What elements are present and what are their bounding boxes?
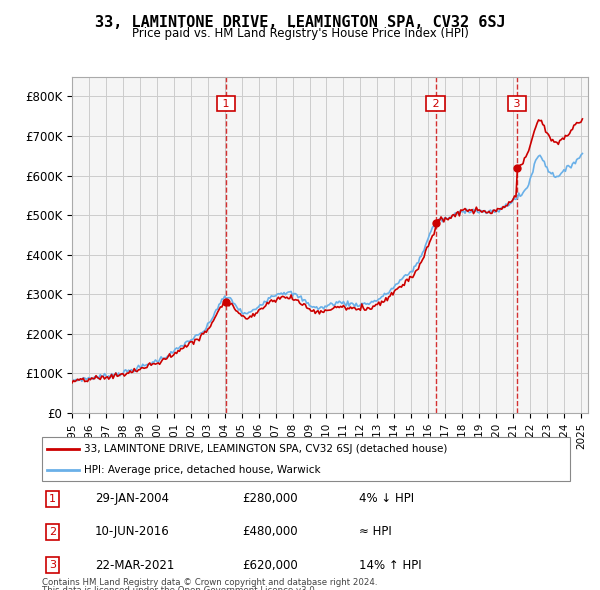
Text: HPI: Average price, detached house, Warwick: HPI: Average price, detached house, Warw… xyxy=(84,465,321,475)
Text: Price paid vs. HM Land Registry's House Price Index (HPI): Price paid vs. HM Land Registry's House … xyxy=(131,27,469,40)
Text: ≈ HPI: ≈ HPI xyxy=(359,526,392,539)
Text: £620,000: £620,000 xyxy=(242,559,298,572)
Text: 2: 2 xyxy=(428,99,443,109)
Text: 29-JAN-2004: 29-JAN-2004 xyxy=(95,492,169,506)
Text: 3: 3 xyxy=(49,560,56,570)
Text: 1: 1 xyxy=(49,494,56,504)
Text: £280,000: £280,000 xyxy=(242,492,298,506)
Text: 4% ↓ HPI: 4% ↓ HPI xyxy=(359,492,414,506)
Text: £480,000: £480,000 xyxy=(242,526,298,539)
Text: 1: 1 xyxy=(219,99,233,109)
Text: 33, LAMINTONE DRIVE, LEAMINGTON SPA, CV32 6SJ (detached house): 33, LAMINTONE DRIVE, LEAMINGTON SPA, CV3… xyxy=(84,444,448,454)
Text: 14% ↑ HPI: 14% ↑ HPI xyxy=(359,559,421,572)
Text: 22-MAR-2021: 22-MAR-2021 xyxy=(95,559,174,572)
Text: Contains HM Land Registry data © Crown copyright and database right 2024.: Contains HM Land Registry data © Crown c… xyxy=(42,578,377,587)
Text: 33, LAMINTONE DRIVE, LEAMINGTON SPA, CV32 6SJ: 33, LAMINTONE DRIVE, LEAMINGTON SPA, CV3… xyxy=(95,15,505,30)
Text: This data is licensed under the Open Government Licence v3.0.: This data is licensed under the Open Gov… xyxy=(42,586,317,590)
FancyBboxPatch shape xyxy=(42,437,570,481)
Text: 3: 3 xyxy=(510,99,524,109)
Text: 2: 2 xyxy=(49,527,56,537)
Text: 10-JUN-2016: 10-JUN-2016 xyxy=(95,526,170,539)
